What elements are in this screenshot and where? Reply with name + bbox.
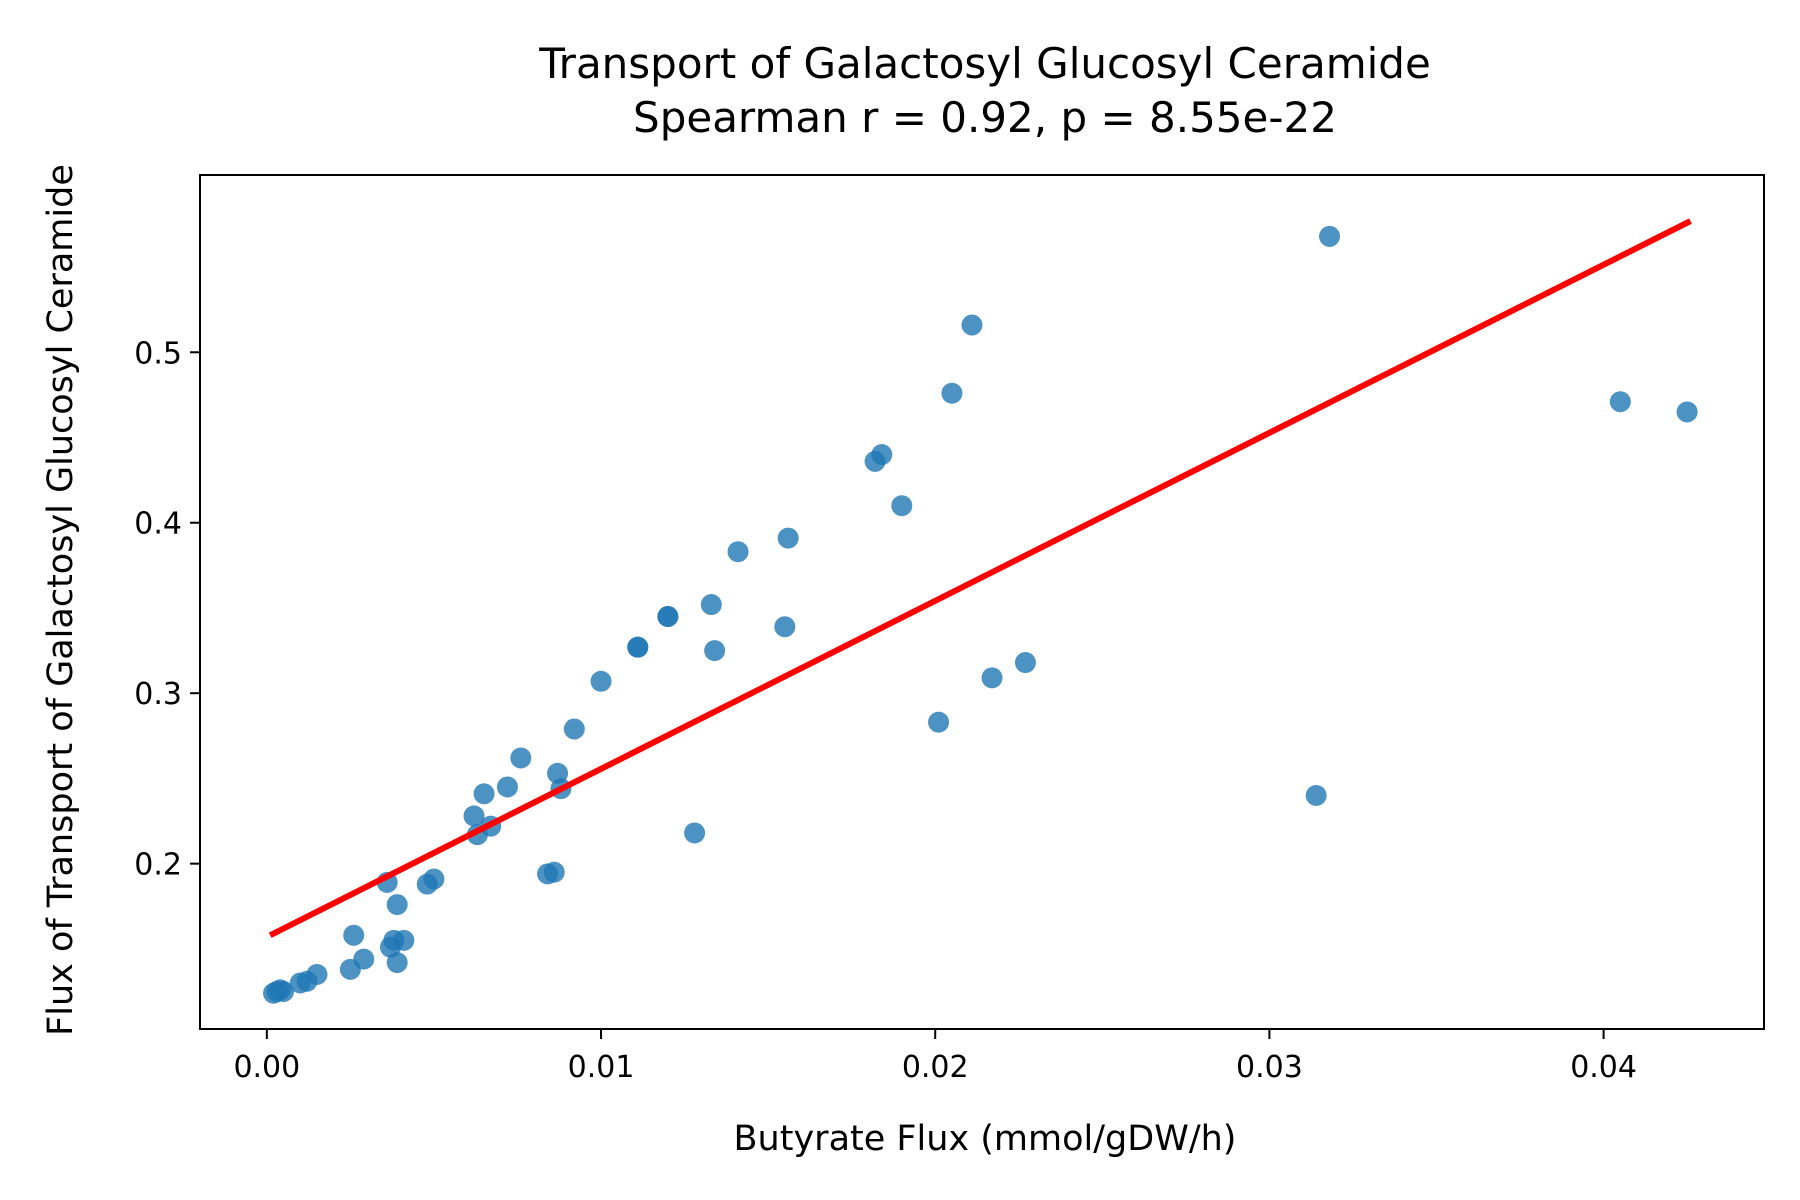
regression-line-group — [268, 218, 1692, 938]
data-point — [684, 822, 706, 844]
data-point — [423, 868, 445, 890]
data-point — [386, 894, 408, 916]
data-point — [563, 718, 585, 740]
y-tick-label: 0.5 — [134, 336, 182, 371]
x-axis-ticks: 0.00 0.01 0.02 0.03 0.04 — [233, 1029, 1637, 1085]
y-axis-label: Flux of Transport of Galactosyl Glucosyl… — [41, 164, 81, 1036]
data-point — [273, 980, 295, 1002]
chart-title: Transport of Galactosyl Glucosyl Ceramid… — [538, 39, 1431, 88]
data-point — [543, 861, 565, 883]
x-tick-label: 0.02 — [902, 1050, 969, 1085]
x-axis-label: Butyrate Flux (mmol/gDW/h) — [734, 1119, 1237, 1159]
regression-line — [268, 218, 1692, 938]
data-point — [871, 444, 893, 466]
data-points — [263, 225, 1698, 1004]
data-point — [928, 711, 950, 733]
chart-subtitle: Spearman r = 0.92, p = 8.55e-22 — [633, 93, 1337, 142]
data-point — [386, 952, 408, 974]
data-point — [727, 541, 749, 563]
data-point — [777, 527, 799, 549]
data-point — [463, 805, 485, 827]
y-axis-ticks: 0.2 0.3 0.4 0.5 — [134, 336, 200, 883]
data-point — [627, 636, 649, 658]
data-point — [1609, 391, 1631, 413]
x-tick-label: 0.01 — [568, 1050, 635, 1085]
data-point — [473, 783, 495, 805]
data-point — [1014, 652, 1036, 674]
data-point — [496, 776, 518, 798]
x-tick-label: 0.00 — [233, 1050, 300, 1085]
data-point — [891, 495, 913, 517]
data-point — [941, 382, 963, 404]
y-tick-label: 0.3 — [134, 677, 182, 712]
data-point — [774, 616, 796, 638]
data-point — [510, 747, 532, 769]
data-point — [590, 670, 612, 692]
x-tick-label: 0.04 — [1570, 1050, 1637, 1085]
plot-frame — [199, 174, 1765, 1030]
x-tick-label: 0.03 — [1236, 1050, 1303, 1085]
data-point — [657, 605, 679, 627]
data-point — [343, 924, 365, 946]
y-tick-label: 0.2 — [134, 848, 182, 883]
data-point — [961, 314, 983, 336]
data-point — [981, 667, 1003, 689]
data-point — [1319, 225, 1341, 247]
data-point — [306, 963, 328, 985]
data-point — [353, 948, 375, 970]
data-point — [1676, 401, 1698, 423]
data-point — [1305, 784, 1327, 806]
data-point — [700, 594, 722, 616]
y-tick-label: 0.4 — [134, 507, 182, 542]
data-point — [393, 929, 415, 951]
data-point — [704, 640, 726, 662]
